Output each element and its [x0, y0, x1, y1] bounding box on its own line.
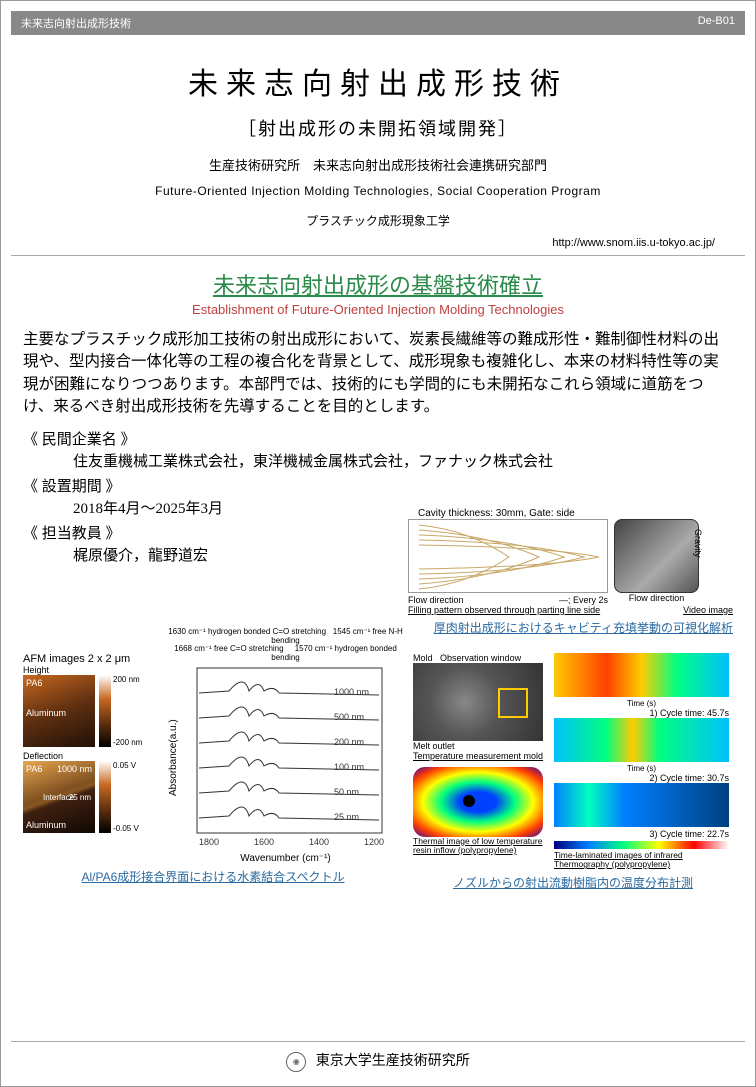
cycle-2-img — [554, 718, 729, 762]
afm-al-2: Aluminum — [26, 820, 66, 830]
ir-caption: Al/PA6成形接合界面における水素結合スペクトル — [23, 868, 403, 885]
svg-text:1800: 1800 — [199, 837, 219, 847]
svg-text:1600: 1600 — [254, 837, 274, 847]
period-label: 《 設置期間 》 — [23, 476, 733, 499]
dept-en: Future-Oriented Injection Molding Techno… — [31, 184, 725, 198]
video-frame — [614, 519, 699, 593]
ir-ylab: Absorbance(a.u.) — [168, 663, 179, 853]
gravity-label: Gravity — [693, 529, 703, 558]
afm-v-lo: -0.05 V — [113, 824, 139, 833]
cavity-left-cap: Filling pattern observed through parting… — [408, 605, 600, 615]
dept-jp: 生産技術研究所 未来志向射出成形技術社会連携研究部門 — [31, 155, 725, 174]
afm-scale-1 — [99, 675, 111, 747]
mold-cap: Temperature measurement mold — [413, 751, 548, 761]
ir-svg: 1000 nm 500 nm 200 nm 100 nm 50 nm 25 nm… — [179, 663, 389, 853]
ir-trace-2: 200 nm — [334, 737, 364, 747]
mold-photo — [413, 663, 543, 741]
footer-org: 東京大学生産技術研究所 — [316, 1054, 470, 1069]
body-text: 主要なプラスチック成形加工技術の射出成形において、炭素長繊維等の難成形性・難制御… — [23, 329, 733, 419]
time-ax-1: Time (s) — [627, 699, 656, 708]
field-label: プラスチック成形現象工学 — [31, 212, 725, 229]
ir-figure: 1630 cm⁻¹ hydrogen bonded C=O stretching… — [168, 628, 403, 864]
afm-height-img: PA6 Aluminum — [23, 675, 95, 747]
ir-trace-3: 100 nm — [334, 762, 364, 772]
colorbar — [554, 841, 729, 849]
cycle-1: 1) Cycle time: 45.7s — [554, 708, 729, 718]
cavity-figure: Cavity thickness: 30mm, Gate: side Flo — [408, 508, 733, 636]
ir-trace-4: 50 nm — [334, 787, 359, 797]
afm-nm-lo: 25 nm — [69, 793, 91, 802]
melt-label: Melt outlet — [413, 741, 548, 751]
cavity-jp-cap: 厚肉射出成形におけるキャビティ充填挙動の可視化解析 — [408, 619, 733, 636]
subtitle: ［射出成形の未開拓領域開発］ — [31, 115, 725, 141]
afm-scale-lo: -200 nm — [113, 738, 142, 747]
topbar-right: De-B01 — [698, 15, 735, 31]
thermal-figure: Mold Observation window Melt outlet Temp… — [413, 653, 733, 891]
time-cap: Time-laminated images of infrared Thermo… — [554, 851, 729, 870]
thermal-jp-cap: ノズルからの射出流動樹脂内の温度分布計測 — [413, 874, 733, 891]
thermal-mold-label: Mold — [413, 653, 433, 663]
thermal-img-cap: Thermal image of low temperature resin i… — [413, 837, 548, 856]
afm-height-label: Height — [23, 665, 173, 675]
thermal-obs-label: Observation window — [440, 653, 521, 663]
footer: ◉ 東京大学生産技術研究所 — [11, 1041, 745, 1076]
afm-scale-2 — [99, 761, 111, 833]
afm-header: AFM images 2 x 2 μm — [23, 653, 173, 665]
flow-pattern-svg — [408, 519, 608, 593]
companies-label: 《 民間企業名 》 — [23, 429, 733, 452]
ir-trace-5: 25 nm — [334, 812, 359, 822]
svg-text:1400: 1400 — [309, 837, 329, 847]
header: 未来志向射出成形技術 ［射出成形の未開拓領域開発］ 生産技術研究所 未来志向射出… — [11, 35, 745, 256]
url-text: http://www.snom.iis.u-tokyo.ac.jp/ — [31, 237, 725, 249]
afm-pa6-1: PA6 — [26, 678, 42, 688]
afm-pa6-2: PA6 — [26, 764, 42, 774]
afm-nm-hi: 1000 nm — [57, 764, 92, 774]
time-ax-2: Time (s) — [627, 764, 656, 773]
svg-text:1200: 1200 — [364, 837, 384, 847]
section-title-jp: 未来志向射出成形の基盤技術確立 — [23, 268, 733, 300]
section-title-en: Establishment of Future-Oriented Injecti… — [23, 302, 733, 317]
ir-peak-2: 1570 cm⁻¹ hydrogen bonded bending — [271, 644, 397, 662]
cavity-right-cap: Video image — [683, 605, 733, 615]
afm-al-1: Aluminum — [26, 708, 66, 718]
cycle-2: 2) Cycle time: 30.7s — [554, 773, 729, 783]
topbar-left: 未来志向射出成形技術 — [21, 15, 131, 31]
flow-dir-2: Flow direction — [614, 593, 699, 603]
cycle-3: 3) Cycle time: 22.7s — [554, 829, 729, 839]
thermal-image — [413, 767, 543, 837]
ir-trace-1: 500 nm — [334, 712, 364, 722]
companies-value: 住友重機械工業株式会社，東洋機械金属株式会社，ファナック株式会社 — [23, 451, 733, 474]
top-bar: 未来志向射出成形技術 De-B01 — [11, 11, 745, 35]
afm-scale-hi: 200 nm — [113, 675, 142, 684]
flow-dir-1: Flow direction — [408, 595, 464, 605]
content: 未来志向射出成形の基盤技術確立 Establishment of Future-… — [1, 256, 755, 1041]
footer-logo-icon: ◉ — [286, 1052, 306, 1072]
figures-area: Cavity thickness: 30mm, Gate: side Flo — [23, 568, 733, 1041]
afm-defl-img: PA6 1000 nm Interface 25 nm Aluminum — [23, 761, 95, 833]
flow-every: —; Every 2s — [559, 595, 608, 605]
ir-xlab: Wavenumber (cm⁻¹) — [168, 853, 403, 864]
ir-peak-1: 1630 cm⁻¹ hydrogen bonded C=O stretching — [168, 627, 326, 636]
main-title: 未来志向射出成形技術 — [31, 59, 725, 103]
cycle-1-img — [554, 653, 729, 697]
afm-v-hi: 0.05 V — [113, 761, 139, 770]
ir-peak-0: 1668 cm⁻¹ free C=O stretching — [174, 644, 283, 653]
afm-defl-label: Deflection — [23, 751, 173, 761]
afm-figure: AFM images 2 x 2 μm Height PA6 Aluminum … — [23, 653, 173, 833]
cycle-3-img — [554, 783, 729, 827]
ir-trace-0: 1000 nm — [334, 687, 369, 697]
cavity-title: Cavity thickness: 30mm, Gate: side — [418, 508, 733, 519]
